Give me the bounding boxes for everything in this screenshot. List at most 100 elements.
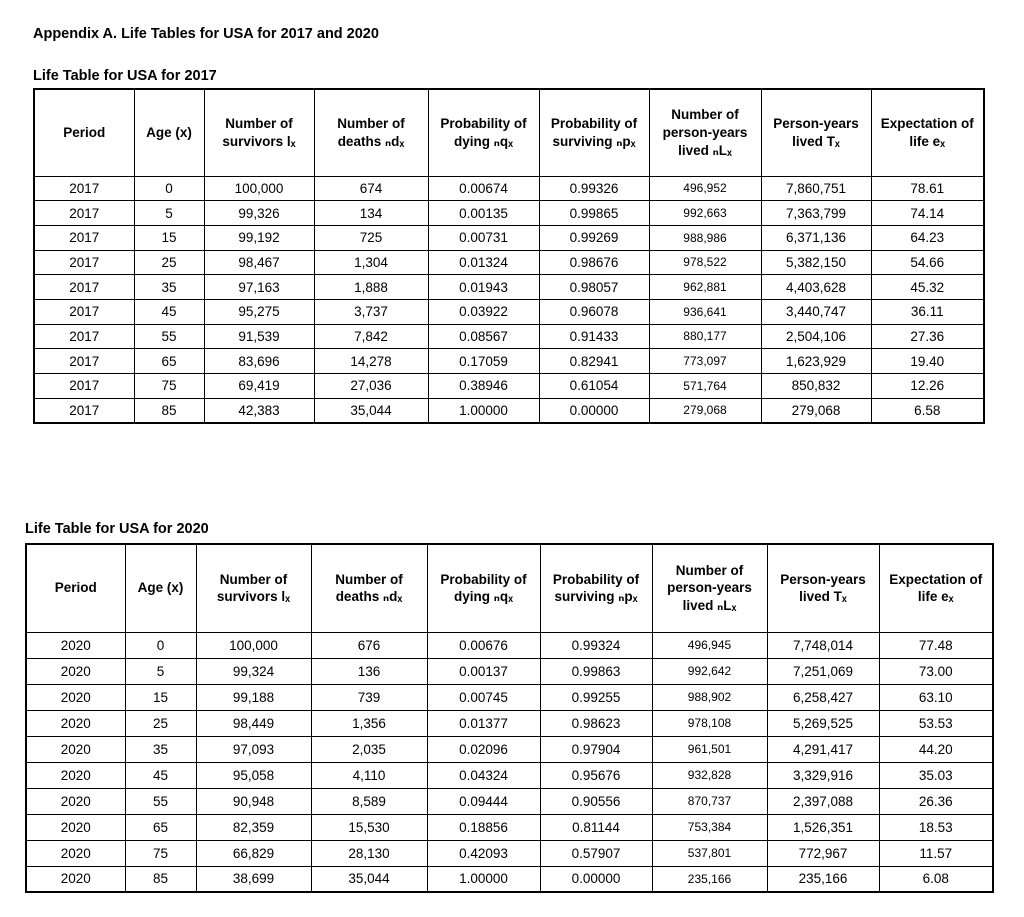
cell: 496,945: [651, 631, 768, 659]
cell: 725: [313, 224, 429, 251]
table-header-row-2017: Period Age (x) Number of survivors lₓ Numbe…: [33, 88, 985, 177]
cell: 35.03: [878, 761, 994, 789]
cell: 0.38946: [427, 373, 540, 399]
cell: 0.61054: [538, 373, 650, 399]
cell: 2,035: [310, 735, 428, 763]
cell: 0.57907: [539, 839, 653, 867]
cell: 2017: [33, 249, 135, 276]
cell: 74.14: [870, 200, 985, 226]
cell: 537,801: [651, 839, 768, 867]
cell: 36.11: [870, 298, 985, 325]
cell: 73.00: [878, 657, 994, 685]
cell: 2020: [25, 761, 126, 789]
cell: 82,359: [195, 813, 312, 841]
cell: 279,068: [760, 397, 872, 424]
cell: 75: [133, 373, 205, 399]
table-row: 2020 65 82,359 15,530 0.18856 0.81144 753,384 1…: [25, 813, 994, 841]
cell: 1,888: [313, 274, 429, 300]
cell: 235,166: [651, 865, 768, 893]
table-body-2017: 2017 0 100,000 674 0.00674 0.99326 496,952 7,86…: [33, 175, 985, 424]
cell: 35: [124, 735, 197, 763]
cell: 85: [133, 397, 205, 424]
cell: 932,828: [651, 761, 768, 789]
cell: 55: [124, 787, 197, 815]
cell: 0: [133, 175, 205, 202]
cell: 674: [313, 175, 429, 202]
cell: 15: [133, 224, 205, 251]
table-row: 2020 5 99,324 136 0.00137 0.99863 992,642 7,251…: [25, 657, 994, 685]
column-header: Expectation of life eₓ: [870, 88, 985, 177]
cell: 2,397,088: [766, 787, 880, 815]
cell: 2020: [25, 657, 126, 685]
table-header-row-2020: Period Age (x) Number of survivors lₓ Numbe…: [25, 543, 994, 633]
cell: 0.03922: [427, 298, 540, 325]
cell: 6.08: [878, 865, 994, 893]
cell: 2017: [33, 323, 135, 350]
table-body-2020: 2020 0 100,000 676 0.00676 0.99324 496,945 7,74…: [25, 631, 994, 893]
cell: 2017: [33, 373, 135, 399]
cell: 99,324: [195, 657, 312, 685]
cell: 2017: [33, 274, 135, 300]
cell: 99,192: [203, 224, 315, 251]
table-row: 2020 45 95,058 4,110 0.04324 0.95676 932,828 3,…: [25, 761, 994, 789]
cell: 0.18856: [426, 813, 541, 841]
cell: 6,258,427: [766, 683, 880, 711]
cell: 880,177: [648, 323, 762, 350]
cell: 45: [133, 298, 205, 325]
cell: 77.48: [878, 631, 994, 659]
cell: 850,832: [760, 373, 872, 399]
cell: 773,097: [648, 348, 762, 374]
cell: 5,382,150: [760, 249, 872, 276]
table-row: 2017 0 100,000 674 0.00674 0.99326 496,952 7,86…: [33, 175, 985, 202]
cell: 97,163: [203, 274, 315, 300]
cell: 2,504,106: [760, 323, 872, 350]
table-row: 2020 25 98,449 1,356 0.01377 0.98623 978,108 5,…: [25, 709, 994, 737]
cell: 91,539: [203, 323, 315, 350]
cell: 0.00731: [427, 224, 540, 251]
column-header: Probability of surviving ₙpₓ: [539, 543, 653, 633]
table-row: 2020 55 90,948 8,589 0.09444 0.90556 870,737 2,…: [25, 787, 994, 815]
cell: 6.58: [870, 397, 985, 424]
cell: 12.26: [870, 373, 985, 399]
cell: 0.08567: [427, 323, 540, 350]
cell: 0.81144: [539, 813, 653, 841]
cell: 75: [124, 839, 197, 867]
cell: 98,467: [203, 249, 315, 276]
column-header: Number of person-years lived ₙLₓ: [651, 543, 768, 633]
cell: 4,291,417: [766, 735, 880, 763]
cell: 15: [124, 683, 197, 711]
cell: 0.97904: [539, 735, 653, 763]
table-row: 2017 15 99,192 725 0.00731 0.99269 988,986 6,37…: [33, 224, 985, 251]
table-row: 2017 5 99,326 134 0.00135 0.99865 992,663 7,363…: [33, 200, 985, 226]
cell: 870,737: [651, 787, 768, 815]
column-header: Number of survivors lₓ: [203, 88, 315, 177]
cell: 2020: [25, 709, 126, 737]
table-row: 2020 85 38,699 35,044 1.00000 0.00000 235,166 2…: [25, 865, 994, 893]
cell: 85: [124, 865, 197, 893]
column-header: Expectation of life eₓ: [878, 543, 994, 633]
column-header: Number of deaths ₙdₓ: [310, 543, 428, 633]
table-row: 2020 75 66,829 28,130 0.42093 0.57907 537,801 7…: [25, 839, 994, 867]
cell: 14,278: [313, 348, 429, 374]
life-table-2020: Period Age (x) Number of survivors lₓ Numbe…: [25, 543, 994, 893]
cell: 1,526,351: [766, 813, 880, 841]
cell: 0.98623: [539, 709, 653, 737]
cell: 2020: [25, 865, 126, 893]
page-title: Appendix A. Life Tables for USA for 2017…: [33, 26, 379, 42]
cell: 66,829: [195, 839, 312, 867]
cell: 15,530: [310, 813, 428, 841]
cell: 1,356: [310, 709, 428, 737]
cell: 7,860,751: [760, 175, 872, 202]
cell: 42,383: [203, 397, 315, 424]
cell: 97,093: [195, 735, 312, 763]
cell: 65: [124, 813, 197, 841]
cell: 2017: [33, 348, 135, 374]
cell: 2020: [25, 631, 126, 659]
cell: 3,440,747: [760, 298, 872, 325]
cell: 0.00135: [427, 200, 540, 226]
cell: 978,108: [651, 709, 768, 737]
cell: 95,058: [195, 761, 312, 789]
cell: 992,663: [648, 200, 762, 226]
column-header: Number of deaths ₙdₓ: [313, 88, 429, 177]
column-header: Probability of surviving ₙpₓ: [538, 88, 650, 177]
